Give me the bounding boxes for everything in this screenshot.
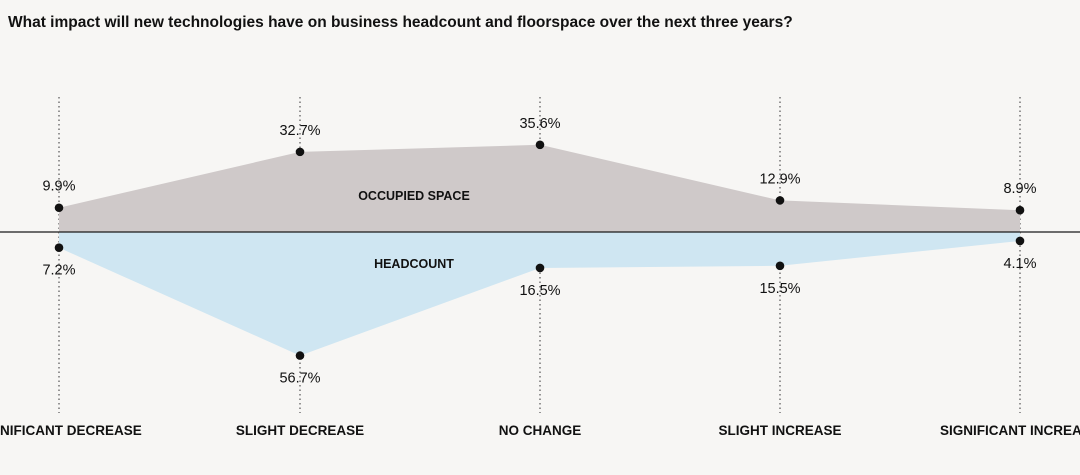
chart-title: What impact will new technologies have o… [8,14,793,31]
point-headcount-significant-increase [1015,236,1025,246]
category-label-no-change: NO CHANGE [499,423,582,438]
label-occupied-space-slight-increase: 12.9% [759,171,800,187]
point-occupied-space-significant-increase [1015,205,1025,215]
label-occupied-space-no-change: 35.6% [519,116,560,132]
point-occupied-space-slight-decrease [295,147,305,157]
point-headcount-slight-decrease [295,351,305,360]
category-label-significant-decrease: NIFICANT DECREASE [0,423,142,438]
label-headcount-significant-increase: 4.1% [1003,256,1036,272]
label-headcount-significant-decrease: 7.2% [42,263,75,279]
point-headcount-no-change [535,263,545,273]
area-occupied-space [59,144,1020,232]
point-headcount-significant-decrease [54,243,64,252]
label-headcount-slight-increase: 15.5% [759,281,800,297]
category-label-significant-increase: SIGNIFICANT INCREA [940,423,1080,438]
label-occupied-space-significant-decrease: 9.9% [42,179,75,195]
series-name-occupied-space: OCCUPIED SPACE [358,189,470,203]
point-occupied-space-no-change [535,140,545,150]
point-headcount-slight-increase [775,261,785,271]
category-label-slight-increase: SLIGHT INCREASE [718,423,841,438]
point-occupied-space-significant-decrease [54,203,64,213]
label-occupied-space-slight-decrease: 32.7% [279,123,320,139]
label-occupied-space-significant-increase: 8.9% [1003,181,1036,197]
label-headcount-slight-decrease: 56.7% [279,371,320,387]
point-occupied-space-slight-increase [775,196,785,205]
label-headcount-no-change: 16.5% [519,283,560,299]
series-name-headcount: HEADCOUNT [374,257,454,271]
category-label-slight-decrease: SLIGHT DECREASE [236,423,364,438]
